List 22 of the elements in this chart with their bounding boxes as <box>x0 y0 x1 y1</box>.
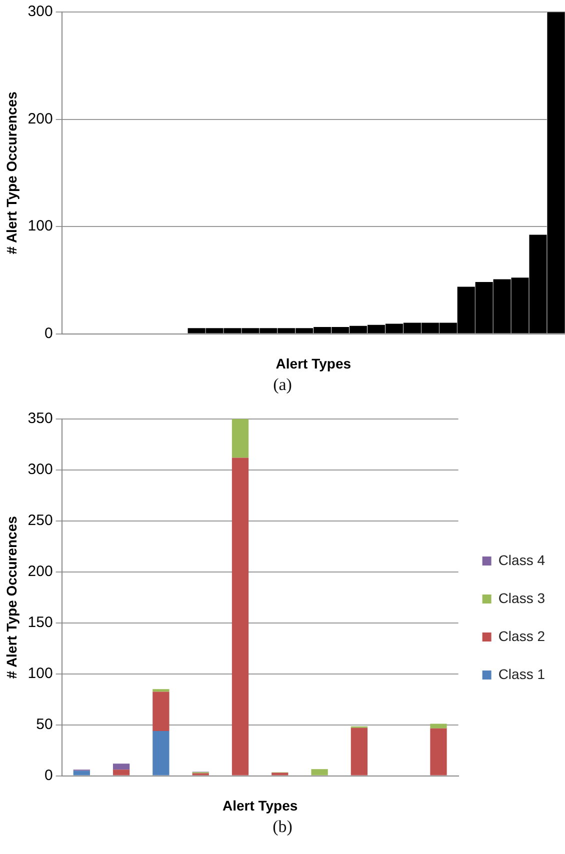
y-tick-label: 350 <box>28 410 53 428</box>
legend-label: Class 2 <box>498 628 546 644</box>
y-tick-label: 300 <box>28 461 53 478</box>
y-tick-label: 100 <box>28 665 53 682</box>
legend-label: Class 1 <box>498 666 546 682</box>
text: (a) <box>272 375 293 395</box>
y-tick-label: 250 <box>28 512 53 530</box>
text: (b) <box>272 817 294 837</box>
y-axis-title: # Alert Type Occurences <box>3 516 20 679</box>
x-axis-title: Alert Types <box>222 797 298 814</box>
y-axis-title: # Alert Type Occurences <box>3 91 20 254</box>
y-tick-label: 150 <box>28 614 53 632</box>
legend-label: Class 4 <box>498 552 546 568</box>
y-tick-label: 300 <box>28 3 53 20</box>
y-tick-label: 50 <box>36 716 53 733</box>
y-tick-label: 0 <box>44 766 53 784</box>
x-axis-title: Alert Types <box>276 355 352 372</box>
y-tick-label: 100 <box>28 218 53 235</box>
y-tick-label: 200 <box>28 110 53 128</box>
y-tick-label: 200 <box>28 563 53 580</box>
y-tick-label: 0 <box>44 324 53 342</box>
legend-label: Class 3 <box>498 590 546 606</box>
